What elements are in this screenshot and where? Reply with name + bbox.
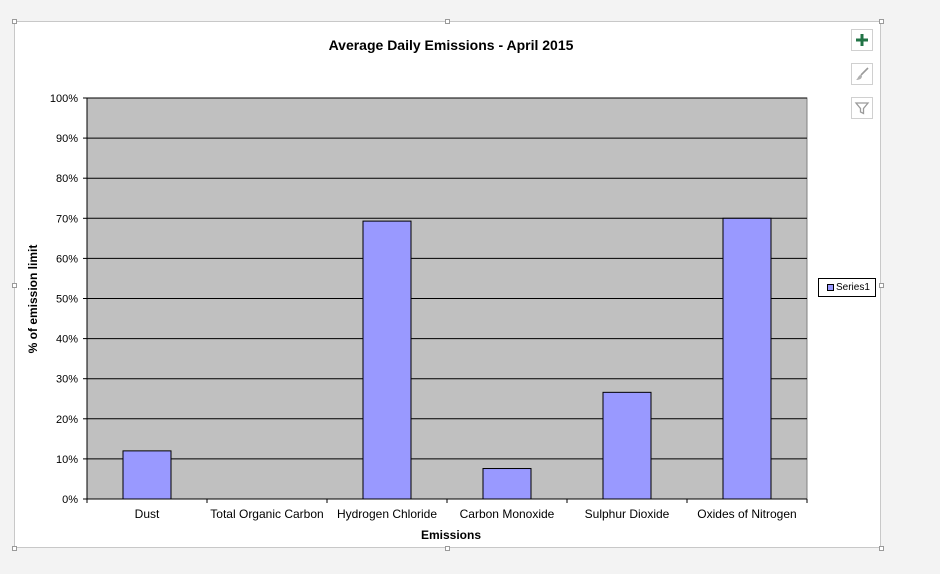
legend-swatch [827, 284, 834, 291]
gridlines [87, 97, 807, 460]
x-tick-label: Total Organic Carbon [210, 507, 323, 521]
x-tick-label: Dust [135, 507, 160, 521]
bar-dust[interactable] [122, 450, 172, 500]
y-tick-label: 20% [56, 414, 78, 426]
y-tick-label: 0% [62, 494, 78, 506]
legend: Series1 [818, 278, 876, 297]
chart-styles-button[interactable] [851, 63, 873, 85]
y-axis-title: % of emission limit [26, 245, 40, 354]
y-tick-label: 40% [56, 334, 78, 346]
y-tick-labels: 0% 10% 20% 30% 40% 50% 60% 70% 80% 90% 100% [50, 93, 87, 506]
resize-handle-bottom-right[interactable] [879, 546, 884, 551]
x-tick-label: Carbon Monoxide [460, 507, 555, 521]
bar-sulphur-dioxide[interactable] [602, 391, 652, 500]
resize-handle-bottom[interactable] [445, 546, 450, 551]
resize-handle-top[interactable] [445, 19, 450, 24]
chart-container[interactable]: Average Daily Emissions - April 2015 0% 1… [14, 21, 881, 548]
y-tick-label: 50% [56, 294, 78, 306]
y-tick-label: 100% [50, 93, 78, 105]
x-tick-labels: Dust Total Organic Carbon Hydrogen Chlorid… [86, 499, 808, 521]
funnel-icon [854, 102, 870, 115]
chart-svg: Average Daily Emissions - April 2015 0% 1… [26, 37, 808, 542]
resize-handle-bottom-left[interactable] [12, 546, 17, 551]
bar-oxides-of-nitrogen[interactable] [722, 217, 772, 500]
x-axis-title: Emissions [421, 528, 481, 542]
chart-filters-button[interactable] [851, 97, 873, 119]
bar-hydrogen-chloride[interactable] [362, 220, 412, 500]
legend-entry-label: Series1 [836, 282, 870, 293]
paintbrush-icon [856, 67, 869, 80]
y-tick-label: 90% [56, 133, 78, 145]
resize-handle-top-right[interactable] [879, 19, 884, 24]
y-tick-label: 30% [56, 374, 78, 386]
x-tick-label: Hydrogen Chloride [337, 507, 437, 521]
y-tick-label: 70% [56, 213, 78, 225]
plus-icon [856, 34, 868, 46]
resize-handle-top-left[interactable] [12, 19, 17, 24]
y-tick-label: 60% [56, 253, 78, 265]
x-tick-label: Oxides of Nitrogen [697, 507, 796, 521]
y-tick-label: 10% [56, 454, 78, 466]
chart-elements-button[interactable] [851, 29, 873, 51]
x-tick-label: Sulphur Dioxide [585, 507, 670, 521]
resize-handle-left[interactable] [12, 283, 17, 288]
bar-carbon-monoxide[interactable] [482, 468, 532, 500]
chart-title: Average Daily Emissions - April 2015 [329, 37, 574, 53]
y-tick-label: 80% [56, 173, 78, 185]
resize-handle-right[interactable] [879, 283, 884, 288]
